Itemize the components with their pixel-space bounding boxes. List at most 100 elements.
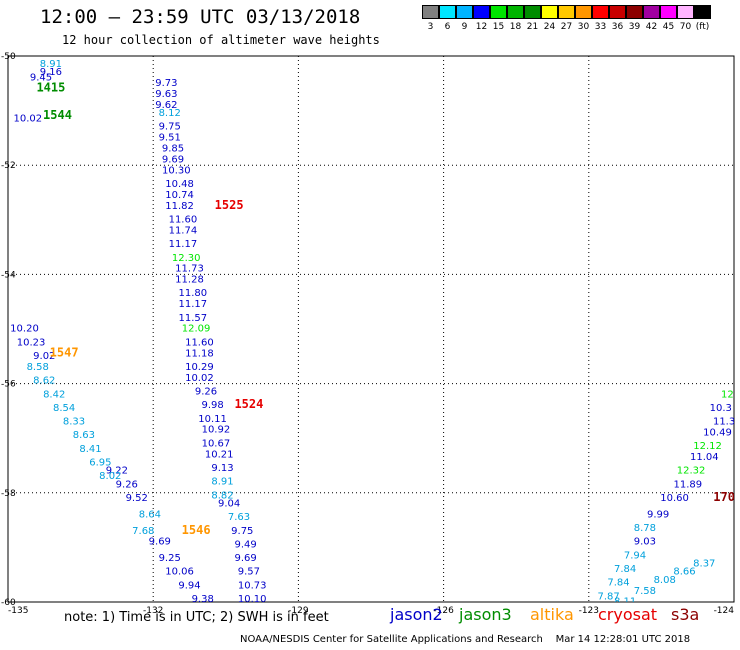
wave-height-value: 8.91	[40, 59, 62, 70]
plot-frame	[7, 55, 735, 603]
wave-height-value: 10.23	[17, 337, 46, 348]
wave-height-value: 11.28	[175, 275, 204, 286]
colorbar-swatch	[643, 5, 660, 19]
colorbar-swatch	[575, 5, 592, 19]
wave-height-value: 11.60	[185, 337, 214, 348]
wave-height-value: 9.63	[155, 89, 177, 100]
y-tick-label: -50	[1, 52, 16, 62]
wave-height-value: 8.08	[654, 575, 676, 586]
wave-height-value: 7.63	[228, 512, 250, 523]
wave-height-value: 10.92	[202, 425, 231, 436]
wave-height-value: 10.02	[185, 373, 214, 384]
colorbar-swatch	[524, 5, 541, 19]
wave-height-value: 9.69	[234, 553, 256, 564]
pass-time-label: 1524	[234, 397, 263, 411]
wave-height-value: 9.85	[162, 144, 184, 155]
legend-cryosat: cryosat	[598, 605, 658, 624]
y-tick-label: -58	[1, 489, 16, 499]
wave-height-value: 11.17	[169, 239, 198, 250]
wave-height-value: 8.42	[43, 389, 65, 400]
wave-height-value: 9.99	[647, 509, 669, 520]
y-tick-label: -56	[1, 380, 16, 390]
wave-height-value: 11.82	[165, 201, 194, 212]
pass-time-label: 1525	[215, 198, 244, 212]
wave-height-value: 10.10	[238, 594, 267, 605]
wave-height-value: 11.80	[178, 288, 207, 299]
wave-height-value: 10.48	[165, 179, 194, 190]
wave-height-value: 9.49	[234, 539, 256, 550]
colorbar-swatch	[490, 5, 507, 19]
colorbar-label: 70	[679, 22, 692, 32]
wave-height-value: 9.62	[155, 100, 177, 111]
colorbar-label: 42	[645, 22, 658, 32]
wave-height-value: 10.21	[205, 449, 234, 460]
wave-height-value: 12	[721, 389, 734, 400]
wave-height-value: 9.45	[30, 73, 52, 84]
pass-time-label: 1415	[36, 80, 65, 94]
wave-height-value: 11.17	[178, 299, 207, 310]
wave-height-value: 8.66	[673, 567, 695, 578]
units-note: note: 1) Time is in UTC; 2) SWH is in fe…	[64, 610, 329, 625]
wave-height-value: 9.22	[106, 466, 128, 477]
wave-height-value: 9.38	[192, 594, 214, 605]
wave-height-value: 12.12	[693, 441, 722, 452]
wave-height-value: 9.51	[159, 133, 181, 144]
colorbar-swatch	[439, 5, 456, 19]
colorbar-label: 36	[611, 22, 624, 32]
wave-height-value: 8.63	[73, 430, 95, 441]
wave-height-value: 8.58	[27, 362, 49, 373]
colorbar-swatch	[558, 5, 575, 19]
wave-height-value: 9.02	[33, 351, 55, 362]
colorbar-swatch	[609, 5, 626, 19]
wave-height-value: 11.60	[169, 215, 198, 226]
wave-height-value: 8.12	[159, 108, 181, 119]
wave-height-value: 8.54	[53, 403, 75, 414]
colorbar-label: 33	[594, 22, 607, 32]
colorbar-label: 15	[492, 22, 505, 32]
pass-time-label: 1219	[617, 602, 646, 616]
wave-height-value: 11.3	[713, 417, 735, 428]
colorbar-label: 27	[560, 22, 573, 32]
colorbar-label: 39	[628, 22, 641, 32]
chart-subtitle: 12 hour collection of altimeter wave hei…	[62, 33, 380, 47]
wave-height-value: 9.98	[201, 400, 223, 411]
wave-height-value: 8.11	[614, 597, 636, 608]
wave-height-value: 10.11	[198, 414, 227, 425]
pass-time-label: 1546	[182, 523, 211, 537]
wave-height-value: 12.30	[172, 253, 201, 264]
colorbar-swatch	[422, 5, 439, 19]
y-tick-label: -60	[1, 598, 16, 608]
wave-height-value: 10.02	[13, 114, 42, 125]
x-tick-label: -129	[288, 606, 309, 616]
wave-height-value: 12.32	[677, 466, 706, 477]
colorbar-swatch	[694, 5, 711, 19]
wave-height-value: 10.30	[162, 165, 191, 176]
legend-altika: altika	[530, 605, 574, 624]
x-tick-label: -135	[8, 606, 28, 616]
colorbar-label: 9	[461, 22, 468, 32]
wave-height-value: 7.84	[607, 578, 629, 589]
wave-height-value: 7.94	[624, 550, 646, 561]
chart-title: 12:00 – 23:59 UTC 03/13/2018	[40, 6, 361, 28]
footer-credit: NOAA/NESDIS Center for Satellite Applica…	[240, 634, 691, 645]
pass-time-label: 1544	[43, 108, 72, 122]
colorbar-swatch	[660, 5, 677, 19]
wave-height-value: 9.03	[634, 537, 656, 548]
x-tick-label: -123	[579, 606, 599, 616]
colorbar-label: 24	[543, 22, 556, 32]
wave-height-value: 10.29	[185, 362, 214, 373]
wave-height-value: 8.62	[33, 376, 55, 387]
colorbar-swatch	[473, 5, 490, 19]
colorbar-label: (ft)	[695, 22, 710, 32]
wave-height-value: 11.89	[673, 479, 702, 490]
wave-height-value: 7.87	[597, 591, 619, 602]
wave-height-value: 10.20	[10, 324, 39, 335]
colorbar-label: 12	[475, 22, 488, 32]
wave-height-value: 9.94	[178, 580, 200, 591]
legend-jason2: jason2	[390, 605, 443, 624]
wave-height-value: 9.73	[155, 78, 177, 89]
wave-height-value: 9.26	[116, 479, 138, 490]
wave-height-value: 6.95	[89, 458, 111, 469]
wave-height-value: 10.49	[703, 427, 732, 438]
